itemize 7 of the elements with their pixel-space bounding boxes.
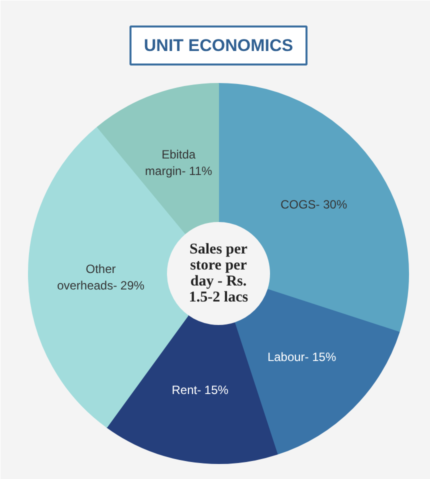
slice-label: Rent- 15% [172, 382, 229, 397]
slice-label: Labour- 15% [267, 350, 336, 364]
slice-label: COGS- 30% [280, 197, 348, 212]
chart-title: UNIT ECONOMICS [144, 36, 294, 55]
slice-label: Other overheads- 29% [57, 262, 145, 293]
slice-label: Ebitda margin- 11% [145, 147, 212, 178]
text: Sales per store per day - Rs. 1.5-2 lacs [188, 242, 248, 306]
